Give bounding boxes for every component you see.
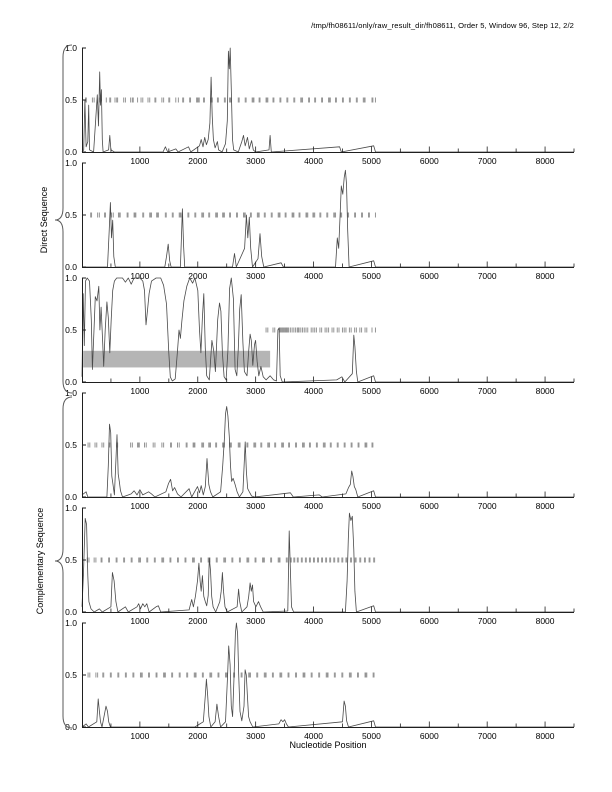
panel-complementary-frame-2: 0.0 0.5 1.0 1000 2000 3000 4000 5000 6000 7000 800… bbox=[65, 503, 575, 626]
group-braces bbox=[54, 44, 73, 729]
probability-trace bbox=[81, 277, 574, 383]
x-tick-label: 8000 bbox=[536, 501, 555, 511]
y-tick-label: 0.0 bbox=[65, 377, 77, 387]
complementary-sequence-label: Complementary Sequence bbox=[35, 507, 45, 615]
x-tick-label: 1000 bbox=[130, 156, 149, 166]
x-tick-label: 8000 bbox=[536, 156, 555, 166]
y-tick-label: 0.5 bbox=[65, 440, 77, 450]
x-tick-label: 2000 bbox=[188, 386, 207, 396]
y-tick-label: 0.0 bbox=[65, 262, 77, 272]
x-tick-label: 4000 bbox=[304, 731, 323, 741]
x-tick-label: 8000 bbox=[536, 616, 555, 626]
x-tick-label: 6000 bbox=[420, 501, 439, 511]
x-tick-label: 7000 bbox=[478, 386, 497, 396]
panel-complementary-frame-1: 0.0 0.5 1.0 1000 2000 3000 4000 5000 6000 7000 800… bbox=[65, 388, 575, 511]
x-tick-label: 3000 bbox=[246, 156, 265, 166]
panel-direct-frame-1: 0.0 0.5 1.0 1000 2000 3000 4000 5000 6000 7000 800… bbox=[65, 43, 575, 166]
x-tick-label: 5000 bbox=[362, 156, 381, 166]
panel-direct-frame-2: 0.0 0.5 1.0 1000 2000 3000 4000 5000 6000 7000 800… bbox=[65, 158, 575, 281]
x-axis-title: Nucleotide Position bbox=[289, 740, 367, 750]
x-tick-label: 1000 bbox=[130, 616, 149, 626]
y-tick-label: 0.5 bbox=[65, 555, 77, 565]
probability-trace bbox=[81, 512, 574, 613]
x-tick-label: 8000 bbox=[536, 731, 555, 741]
y-tick-label: 0.0 bbox=[65, 492, 77, 502]
x-tick-label: 2000 bbox=[188, 271, 207, 281]
x-tick-label: 4000 bbox=[304, 616, 323, 626]
x-tick-label: 8000 bbox=[536, 386, 555, 396]
x-tick-label: 6000 bbox=[420, 616, 439, 626]
x-tick-label: 3000 bbox=[246, 731, 265, 741]
y-tick-label: 0.5 bbox=[65, 210, 77, 220]
x-tick-label: 6000 bbox=[420, 271, 439, 281]
direct-brace bbox=[54, 44, 73, 394]
x-tick-label: 3000 bbox=[246, 501, 265, 511]
y-tick-label: 0.0 bbox=[65, 607, 77, 617]
x-tick-label: 5000 bbox=[362, 386, 381, 396]
x-tick-label: 2000 bbox=[188, 501, 207, 511]
complementary-brace bbox=[54, 396, 73, 729]
x-tick-label: 2000 bbox=[188, 616, 207, 626]
x-tick-label: 3000 bbox=[246, 616, 265, 626]
x-tick-label: 4000 bbox=[304, 501, 323, 511]
x-tick-label: 1000 bbox=[130, 271, 149, 281]
y-tick-label: 0.5 bbox=[65, 670, 77, 680]
x-tick-label: 5000 bbox=[362, 271, 381, 281]
x-tick-label: 6000 bbox=[420, 156, 439, 166]
x-tick-label: 6000 bbox=[420, 731, 439, 741]
x-tick-label: 8000 bbox=[536, 271, 555, 281]
x-tick-label: 7000 bbox=[478, 616, 497, 626]
y-tick-label: 1.0 bbox=[65, 273, 77, 283]
x-tick-label: 7000 bbox=[478, 501, 497, 511]
x-tick-label: 1000 bbox=[130, 731, 149, 741]
y-tick-label: 1.0 bbox=[65, 618, 77, 628]
x-tick-label: 4000 bbox=[304, 386, 323, 396]
x-tick-label: 1000 bbox=[130, 386, 149, 396]
x-tick-label: 2000 bbox=[188, 731, 207, 741]
plot-title: /tmp/fh08611/only/raw_result_dir/fh08611… bbox=[311, 21, 574, 30]
x-tick-label: 2000 bbox=[188, 156, 207, 166]
x-tick-label: 3000 bbox=[246, 386, 265, 396]
x-tick-label: 4000 bbox=[304, 156, 323, 166]
x-tick-label: 5000 bbox=[362, 501, 381, 511]
direct-sequence-label: Direct Sequence bbox=[39, 186, 49, 254]
y-tick-label: 0.5 bbox=[65, 325, 77, 335]
y-tick-label: 0.5 bbox=[65, 95, 77, 105]
y-tick-label: 0.0 bbox=[65, 147, 77, 157]
x-tick-label: 6000 bbox=[420, 386, 439, 396]
probability-trace bbox=[81, 406, 574, 498]
y-tick-label: 1.0 bbox=[65, 158, 77, 168]
x-tick-label: 3000 bbox=[246, 271, 265, 281]
x-tick-label: 7000 bbox=[478, 271, 497, 281]
x-tick-label: 7000 bbox=[478, 731, 497, 741]
x-tick-label: 1000 bbox=[130, 501, 149, 511]
x-tick-label: 5000 bbox=[362, 616, 381, 626]
x-tick-label: 7000 bbox=[478, 156, 497, 166]
probability-trace bbox=[82, 169, 574, 268]
x-tick-label: 5000 bbox=[362, 731, 381, 741]
probability-trace bbox=[81, 47, 574, 153]
panel-direct-frame-3: 0.0 0.5 1.0 1000 2000 3000 4000 5000 6000 7000 800… bbox=[65, 273, 575, 396]
x-tick-label: 4000 bbox=[304, 271, 323, 281]
y-tick-label: 1.0 bbox=[65, 43, 77, 53]
y-tick-label: 0.0 bbox=[65, 722, 77, 732]
y-tick-label: 1.0 bbox=[65, 503, 77, 513]
panel-complementary-frame-3: 0.0 0.5 1.0 1000 2000 3000 4000 5000 6000 7000 800… bbox=[65, 618, 575, 741]
probability-trace bbox=[81, 622, 574, 728]
